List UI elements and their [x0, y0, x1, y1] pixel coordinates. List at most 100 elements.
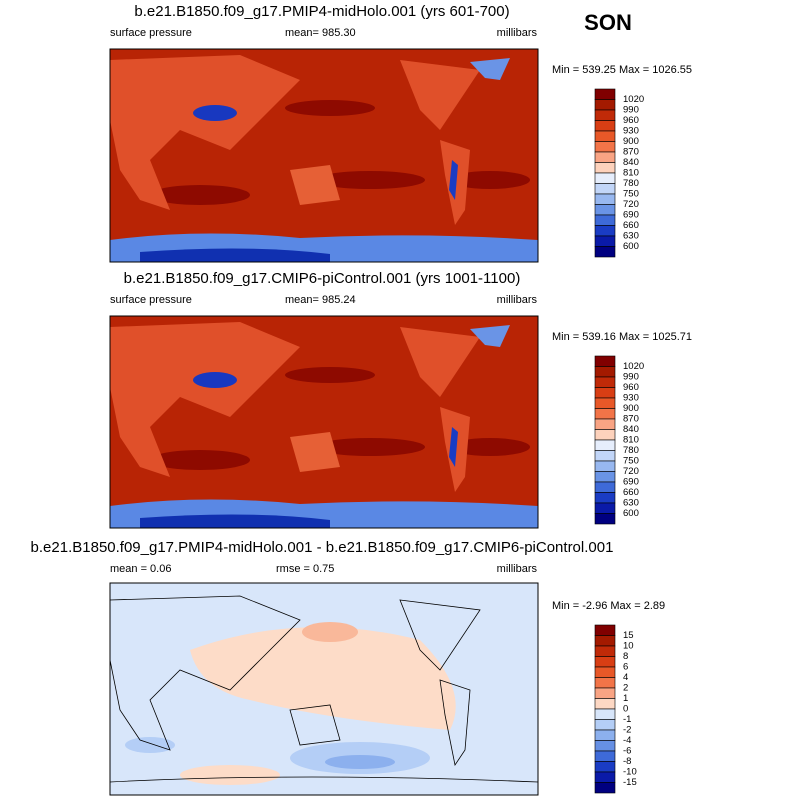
colorbar-label: 0 — [623, 704, 628, 715]
colorbar-box — [594, 450, 616, 462]
min-max: Min = 539.25 Max = 1026.55 — [552, 64, 692, 76]
colorbar-label: 780 — [623, 445, 639, 456]
colorbar-label: 900 — [623, 136, 639, 147]
colorbar-label: 8 — [623, 651, 628, 662]
colorbar-label: 600 — [623, 241, 639, 252]
min-max: Min = -2.96 Max = 2.89 — [552, 600, 665, 612]
colorbar-box — [594, 151, 616, 163]
left-string: surface pressure — [110, 294, 192, 306]
colorbar-box — [594, 418, 616, 430]
colorbar-label: 960 — [623, 115, 639, 126]
panel-title: b.e21.B1850.f09_g17.PMIP4-midHolo.001 (y… — [134, 3, 509, 20]
colorbar-label: 660 — [623, 220, 639, 231]
colorbar-label: 630 — [623, 498, 639, 509]
colorbar-box — [594, 366, 616, 378]
colorbar-box — [594, 645, 616, 657]
map-3 — [109, 582, 539, 796]
colorbar-label: 660 — [623, 487, 639, 498]
colorbar-box — [594, 492, 616, 504]
colorbar-label: 870 — [623, 414, 639, 425]
map-2 — [109, 315, 539, 529]
colorbar-label: 840 — [623, 157, 639, 168]
colorbar-box — [594, 708, 616, 720]
colorbar-box — [594, 225, 616, 237]
colorbar-box — [594, 162, 616, 174]
right-string: millibars — [497, 563, 538, 575]
colorbar-box — [594, 130, 616, 142]
colorbar-label: 990 — [623, 105, 639, 116]
colorbar-box — [594, 429, 616, 441]
colorbar-box — [594, 193, 616, 205]
center-string: rmse = 0.75 — [276, 563, 334, 575]
left-string: surface pressure — [110, 27, 192, 39]
colorbar-box — [594, 471, 616, 483]
colorbar-label: 810 — [623, 435, 639, 446]
colorbar-label: 600 — [623, 508, 639, 519]
colorbar-label: -8 — [623, 756, 631, 767]
panel-title: b.e21.B1850.f09_g17.CMIP6-piControl.001 … — [124, 270, 521, 287]
colorbar-label: 720 — [623, 199, 639, 210]
colorbar-box — [594, 624, 616, 636]
colorbar-label: 810 — [623, 168, 639, 179]
colorbar-box — [594, 235, 616, 247]
colorbar-box — [594, 481, 616, 493]
colorbar-label: 690 — [623, 210, 639, 221]
colorbar-box — [594, 502, 616, 514]
colorbar-label: 780 — [623, 178, 639, 189]
colorbar-box — [594, 771, 616, 783]
colorbar-box — [594, 719, 616, 731]
colorbar-label: 690 — [623, 477, 639, 488]
colorbar-label: 630 — [623, 231, 639, 242]
colorbar-box — [594, 141, 616, 153]
left-string: mean = 0.06 — [110, 563, 171, 575]
colorbar-box — [594, 666, 616, 678]
colorbar-label: 840 — [623, 424, 639, 435]
colorbar-box — [594, 687, 616, 699]
colorbar-box — [594, 172, 616, 184]
colorbar-box — [594, 183, 616, 195]
colorbar-label: 6 — [623, 662, 628, 673]
colorbar-box — [594, 460, 616, 472]
colorbar-box — [594, 109, 616, 121]
colorbar-box — [594, 635, 616, 647]
colorbar-box — [594, 376, 616, 388]
colorbar-label: -2 — [623, 725, 631, 736]
panel-title: b.e21.B1850.f09_g17.PMIP4-midHolo.001 - … — [31, 539, 614, 556]
colorbar-box — [594, 656, 616, 668]
colorbar-label: 870 — [623, 147, 639, 158]
colorbar-box — [594, 729, 616, 741]
colorbar-box — [594, 761, 616, 773]
colorbar-box — [594, 246, 616, 258]
colorbar-box — [594, 408, 616, 420]
colorbar-label: 720 — [623, 466, 639, 477]
colorbar-label: -10 — [623, 767, 637, 778]
colorbar-box — [594, 750, 616, 762]
colorbar-box — [594, 120, 616, 132]
right-string: millibars — [497, 294, 538, 306]
right-string: millibars — [497, 27, 538, 39]
colorbar-box — [594, 397, 616, 409]
colorbar-box — [594, 214, 616, 226]
colorbar-box — [594, 204, 616, 216]
colorbar-label: 2 — [623, 683, 628, 694]
colorbar-label: -4 — [623, 735, 631, 746]
colorbar-box — [594, 439, 616, 451]
colorbar-label: 15 — [623, 630, 634, 641]
colorbar-box — [594, 387, 616, 399]
colorbar-box — [594, 99, 616, 111]
colorbar-box — [594, 355, 616, 367]
colorbar-box — [594, 677, 616, 689]
colorbar-label: -6 — [623, 746, 631, 757]
colorbar-label: 1020 — [623, 361, 644, 372]
min-max: Min = 539.16 Max = 1025.71 — [552, 331, 692, 343]
colorbar-label: 1020 — [623, 94, 644, 105]
colorbar-label: 930 — [623, 393, 639, 404]
colorbar-label: -15 — [623, 777, 637, 788]
colorbar-label: -1 — [623, 714, 631, 725]
colorbar-box — [594, 698, 616, 710]
colorbar-label: 4 — [623, 672, 628, 683]
colorbar-label: 750 — [623, 456, 639, 467]
colorbar-box — [594, 88, 616, 100]
